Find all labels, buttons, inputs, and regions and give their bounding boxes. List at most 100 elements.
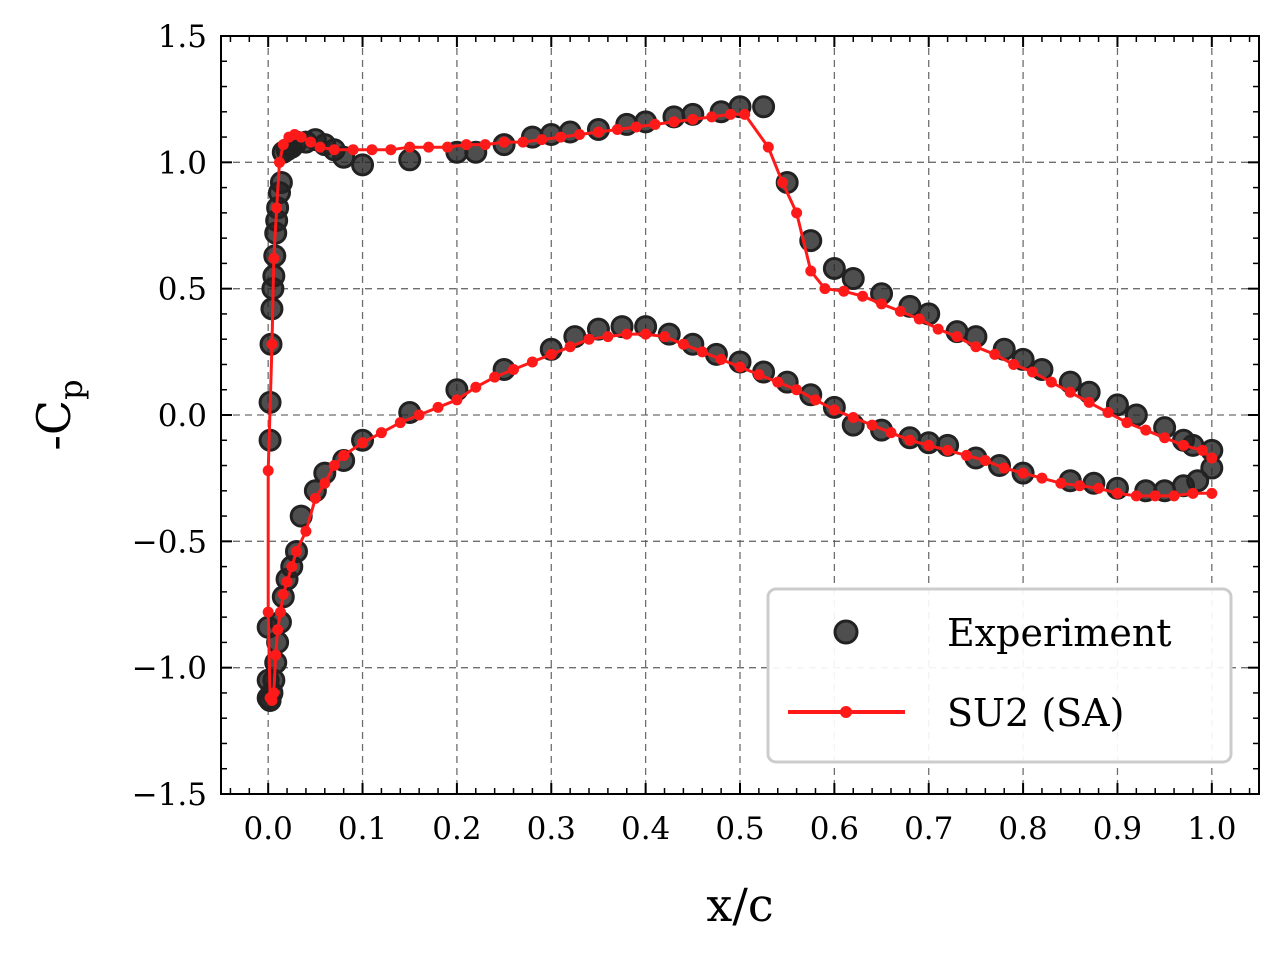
su2-point (545, 348, 557, 360)
su2-point (932, 323, 944, 335)
su2-point (640, 328, 652, 340)
su2-series (262, 108, 1218, 707)
su2-point (715, 353, 727, 365)
su2-point (630, 121, 642, 133)
su2-point (1206, 487, 1218, 499)
su2-point (274, 606, 286, 618)
su2-point (762, 141, 774, 153)
x-tick-label: 0.9 (1093, 811, 1142, 847)
y-tick-label: −1.5 (132, 777, 207, 813)
su2-point (451, 394, 463, 406)
su2-point (1196, 444, 1208, 456)
su2-point (1121, 417, 1133, 429)
su2-point (592, 126, 604, 138)
su2-point (283, 131, 295, 143)
su2-point (1149, 490, 1161, 502)
su2-point (970, 341, 982, 353)
su2-point (470, 381, 482, 393)
su2-point (1027, 366, 1039, 378)
su2-point (1093, 482, 1105, 494)
su2-point (300, 525, 312, 537)
su2-point (951, 331, 963, 343)
legend-su2-marker (840, 706, 852, 718)
su2-point (885, 427, 897, 439)
experiment-point (269, 171, 293, 195)
su2-point (1064, 386, 1076, 398)
su2-point (460, 139, 472, 151)
axis-ticks: 0.0 0.1 0.2 0.3 0.4 0.5 0.6 0.7 0.8 0.9 1.0 1.5 1.0 0… (132, 19, 1259, 847)
su2-point (677, 338, 689, 350)
su2-point (328, 144, 340, 156)
su2-point (423, 141, 435, 153)
su2-point (1083, 396, 1095, 408)
x-tick-label: 0.2 (432, 811, 481, 847)
su2-point (989, 348, 1001, 360)
su2-point (960, 449, 972, 461)
legend-experiment-marker (833, 619, 859, 645)
su2-point (1187, 487, 1199, 499)
su2-point (602, 331, 614, 343)
su2-point (432, 401, 444, 413)
su2-point (1111, 487, 1123, 499)
su2-point (271, 202, 283, 214)
su2-point (621, 328, 633, 340)
su2-point (1206, 452, 1218, 464)
x-axis-title: x/c (706, 878, 773, 932)
su2-point (1140, 424, 1152, 436)
su2-point (268, 687, 280, 699)
su2-point (913, 313, 925, 325)
su2-point (498, 136, 510, 148)
su2-point (357, 437, 369, 449)
y-tick-label: 0.5 (158, 272, 207, 308)
legend-experiment-label: Experiment (947, 611, 1172, 655)
su2-point (942, 444, 954, 456)
su2-point (696, 346, 708, 358)
su2-point (270, 649, 282, 661)
su2-point (1017, 467, 1029, 479)
y-axis-title-main: -C (27, 400, 81, 451)
su2-point (1130, 490, 1142, 502)
su2-point (753, 369, 765, 381)
su2-point (319, 477, 331, 489)
su2-point (659, 331, 671, 343)
y-tick-label: 1.0 (158, 145, 207, 181)
y-axis-title: -Cp (27, 379, 90, 450)
legend: Experiment SU2 (SA) (766, 587, 1233, 764)
x-tick-label: 0.1 (338, 811, 387, 847)
su2-point (809, 394, 821, 406)
y-tick-label: 1.5 (158, 19, 207, 55)
su2-point (979, 454, 991, 466)
experiment-point (752, 95, 776, 119)
su2-point (555, 131, 567, 143)
su2-point (998, 462, 1010, 474)
su2-point (281, 576, 293, 588)
y-axis-title-subscript: p (52, 379, 90, 399)
su2-point (277, 588, 289, 600)
su2-point (828, 404, 840, 416)
su2-point (791, 384, 803, 396)
experiment-point (351, 153, 375, 177)
su2-point (536, 134, 548, 146)
su2-point (305, 136, 317, 148)
su2-point (819, 283, 831, 295)
su2-point (286, 561, 298, 573)
su2-point (876, 298, 888, 310)
x-tick-label: 0.5 (715, 811, 764, 847)
su2-point (347, 144, 359, 156)
su2-point (508, 364, 520, 376)
su2-point (517, 136, 529, 148)
su2-point (309, 492, 321, 504)
su2-point (266, 338, 278, 350)
y-tick-label: −1.0 (132, 651, 207, 687)
su2-point (739, 108, 751, 120)
su2-point (1102, 406, 1114, 418)
su2-point (776, 177, 788, 189)
su2-point (489, 371, 501, 383)
su2-point (923, 439, 935, 451)
su2-point (366, 144, 378, 156)
x-tick-label: 0.8 (998, 811, 1047, 847)
su2-point (1055, 477, 1067, 489)
su2-point (441, 141, 453, 153)
su2-point (791, 207, 803, 219)
plot-frame (220, 35, 1260, 795)
